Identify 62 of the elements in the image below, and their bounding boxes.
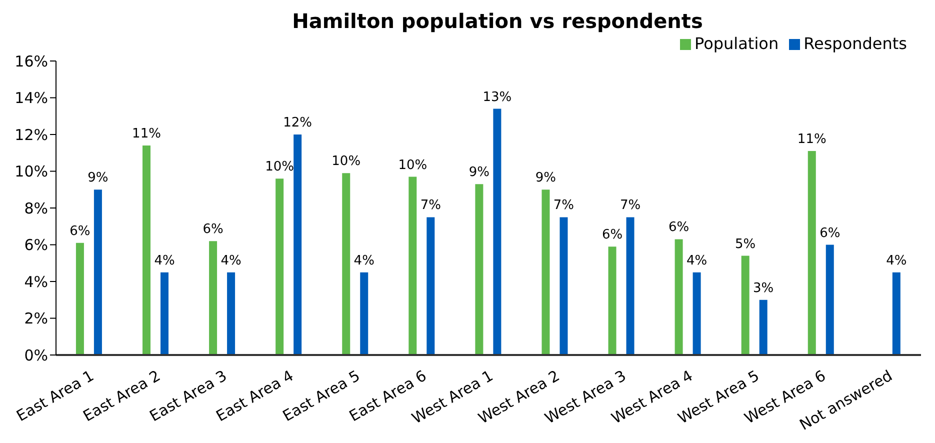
data-label: 3% (753, 280, 774, 296)
bar (426, 217, 435, 355)
bar (759, 300, 768, 355)
data-label: 7% (420, 198, 441, 214)
data-label: 6% (668, 220, 690, 236)
bar (475, 184, 484, 355)
bar (560, 217, 568, 355)
bar (142, 146, 150, 355)
y-tick-label: 6% (24, 236, 48, 254)
data-label: 13% (482, 90, 512, 105)
legend-label: Respondents (804, 34, 907, 53)
bar (160, 272, 168, 355)
bar (76, 242, 84, 355)
bar (276, 178, 284, 355)
data-label: 4% (886, 253, 907, 268)
data-label: 12% (283, 116, 312, 130)
bar (692, 272, 701, 355)
y-tick-label: 14% (14, 89, 48, 108)
bar (826, 244, 834, 355)
data-label: 4% (154, 253, 175, 268)
data-label: 7% (620, 198, 641, 214)
bar (493, 108, 502, 355)
bar (94, 190, 102, 355)
data-label: 10% (332, 154, 361, 170)
bar (342, 173, 350, 355)
bar (608, 246, 616, 355)
bar (294, 134, 302, 355)
y-tick-label: 0% (24, 346, 48, 364)
bar (227, 272, 236, 355)
data-label: 9% (88, 170, 108, 186)
bar (674, 239, 683, 355)
bar (408, 176, 417, 355)
bar (542, 190, 550, 355)
y-tick-label: 16% (14, 52, 48, 70)
legend-label: Population (694, 34, 779, 53)
data-label: 6% (202, 222, 224, 238)
data-label: 6% (602, 228, 623, 243)
data-label: 9% (535, 170, 556, 186)
y-tick-label: 2% (24, 310, 48, 328)
y-tick-label: 8% (24, 199, 48, 218)
data-label: 4% (686, 253, 708, 268)
bar (741, 256, 750, 355)
bar (209, 241, 218, 355)
y-tick-label: 4% (24, 272, 48, 291)
bar (360, 272, 368, 355)
y-tick-label: 12% (14, 126, 48, 144)
data-label: 4% (354, 253, 374, 268)
data-label: 11% (797, 132, 826, 148)
data-label: 5% (735, 236, 756, 252)
data-label: 10% (398, 158, 428, 173)
data-label: 11% (132, 126, 161, 142)
y-tick-label: 10% (14, 162, 48, 181)
bar (892, 272, 900, 355)
bar (626, 217, 634, 355)
data-label: 6% (70, 224, 90, 239)
data-label: 6% (820, 226, 840, 241)
chart-title: Hamilton population vs respondents (291, 8, 704, 34)
data-label: 4% (220, 253, 242, 268)
data-label: 10% (265, 160, 294, 175)
data-label: 7% (553, 198, 574, 214)
bar (808, 151, 816, 355)
data-label: 9% (468, 165, 490, 180)
